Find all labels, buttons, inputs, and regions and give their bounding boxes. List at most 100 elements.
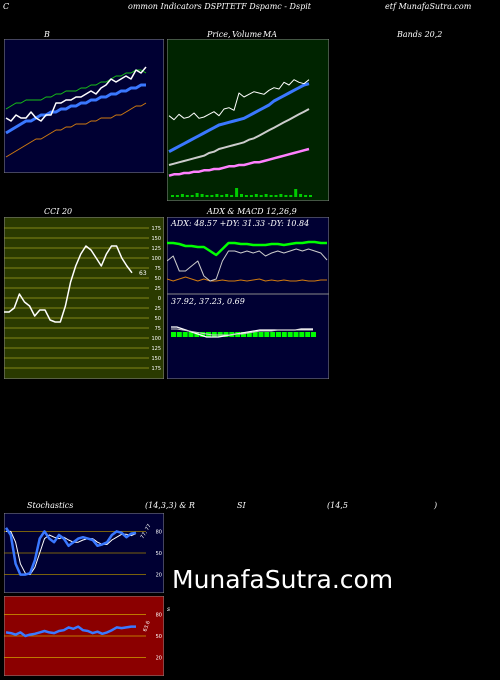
macd-hist-bar: [241, 332, 246, 337]
cci-line: [4, 245, 133, 323]
volume-bar: [264, 194, 268, 197]
stoch-tick-label: 80: [156, 529, 162, 535]
macd-hist-bar: [188, 332, 194, 337]
macd-hist-bar: [276, 332, 281, 337]
stoch-title-c: SI: [237, 501, 246, 510]
rsi-side-label: s: [167, 606, 171, 613]
macd-hist-bar: [182, 332, 188, 337]
adx-svg: [167, 217, 329, 379]
volume-bar: [185, 195, 189, 197]
ma-gray-line: [168, 108, 310, 166]
price-title-a: Price,: [207, 30, 231, 39]
volume-bar: [309, 195, 312, 197]
bollinger-title: B: [44, 30, 50, 39]
volume-bar: [215, 194, 219, 197]
bb-ma-line: [5, 83, 146, 135]
macd-hist-bar: [264, 332, 270, 337]
cci-tick-label: 50: [155, 316, 161, 322]
macd-hist-bar: [176, 332, 182, 337]
volume-bar: [240, 194, 243, 197]
macd-hist-bar: [270, 332, 276, 337]
volume-bar: [225, 194, 229, 197]
volume-bar: [304, 195, 308, 197]
macd-hist-bar: [293, 332, 299, 337]
volume-bar: [274, 195, 278, 197]
cci-tick-label: 150: [151, 356, 161, 362]
price-ma-chart: [167, 39, 329, 201]
adx-macd-chart: [167, 217, 329, 379]
cci-value-label: 63: [139, 270, 147, 277]
macd-signal-line: [171, 328, 313, 336]
ma-pink-line: [168, 147, 310, 177]
adx-title: ADX & MACD 12,26,9: [207, 207, 297, 216]
macd-hist-bar: [258, 332, 264, 337]
price-title-b: Volume: [232, 30, 262, 39]
cci-tick-label: 25: [155, 306, 161, 312]
macd-hist-bar: [299, 332, 305, 337]
adx-line1: ADX: 48.57 +DY: 31.33 -DY: 10.84: [171, 219, 310, 228]
rsi-tick-label: 20: [156, 656, 162, 662]
volume-bar: [269, 195, 273, 197]
price-ma-svg: [167, 39, 329, 201]
stoch-title-e: ): [434, 501, 438, 510]
volume-bar: [244, 195, 248, 197]
cci-tick-label: 50: [155, 276, 161, 282]
macd-hist-bar: [281, 332, 287, 337]
cci-tick-label: 0: [158, 296, 161, 302]
stoch-title-b: (14,3,3) & R: [145, 501, 195, 510]
cci-tick-label: 175: [151, 366, 161, 372]
stoch-fast-line: [4, 527, 137, 576]
volume-bar: [210, 195, 214, 197]
adx-plus-di-line: [167, 248, 328, 282]
macd-hist-bar: [171, 332, 176, 337]
volume-bar: [289, 195, 293, 197]
volume-bar: [294, 189, 298, 197]
volume-bar: [230, 195, 234, 197]
bollinger-chart: [4, 39, 164, 173]
volume-bar: [220, 195, 224, 197]
volume-bar: [254, 194, 258, 197]
rsi-tick-label: 50: [156, 634, 162, 640]
macd-hist-bar: [305, 332, 311, 337]
stoch-tick-label: 50: [156, 551, 162, 557]
rsi-chart: 80 50 20 63.6: [4, 596, 164, 676]
bollinger-right-title: Bands 20,2: [397, 30, 443, 39]
header-left: C: [3, 2, 10, 11]
macd-hist-bar: [311, 332, 316, 337]
bb-upper-line: [5, 69, 147, 110]
volume-bar: [235, 188, 239, 197]
bb-lower-line: [5, 102, 147, 158]
bollinger-svg: [4, 39, 164, 173]
macd-hist-bar: [287, 332, 293, 337]
volume-bar: [190, 195, 194, 197]
cci-tick-label: 75: [155, 326, 161, 332]
macd-hist-bar: [246, 332, 252, 337]
price-line: [168, 79, 310, 121]
volume-bar: [205, 195, 209, 197]
cci-title: CCI 20: [44, 207, 73, 216]
volume-bar: [249, 195, 253, 197]
stoch-chart: 80 50 20 77, 77: [4, 513, 164, 593]
macd-hist-bar: [252, 332, 258, 337]
cci-tick-label: 175: [151, 226, 161, 232]
macd-hist-bar: [200, 332, 206, 337]
adx-line2: 37.92, 37.23, 0.69: [171, 297, 245, 306]
volume-bar: [259, 195, 263, 197]
ma-blue-line: [168, 82, 310, 154]
cci-tick-label: 150: [151, 236, 161, 242]
cci-tick-label: 100: [151, 256, 161, 262]
adx-line: [167, 240, 327, 257]
cci-tick-label: 125: [151, 246, 161, 252]
volume-bar: [195, 193, 199, 197]
price-ma-bg: [167, 39, 329, 201]
rsi-value-label: 63.6: [142, 620, 151, 633]
stoch-tick-label: 20: [156, 573, 162, 579]
rsi-tick-label: 80: [156, 612, 162, 618]
price-title-c: MA: [263, 30, 277, 39]
adx-minus-di-line: [167, 276, 327, 282]
cci-tick-label: 125: [151, 346, 161, 352]
cci-tick-label: 75: [155, 266, 161, 272]
volume-bar: [175, 195, 179, 197]
stoch-title-d: (14,5: [327, 501, 348, 510]
